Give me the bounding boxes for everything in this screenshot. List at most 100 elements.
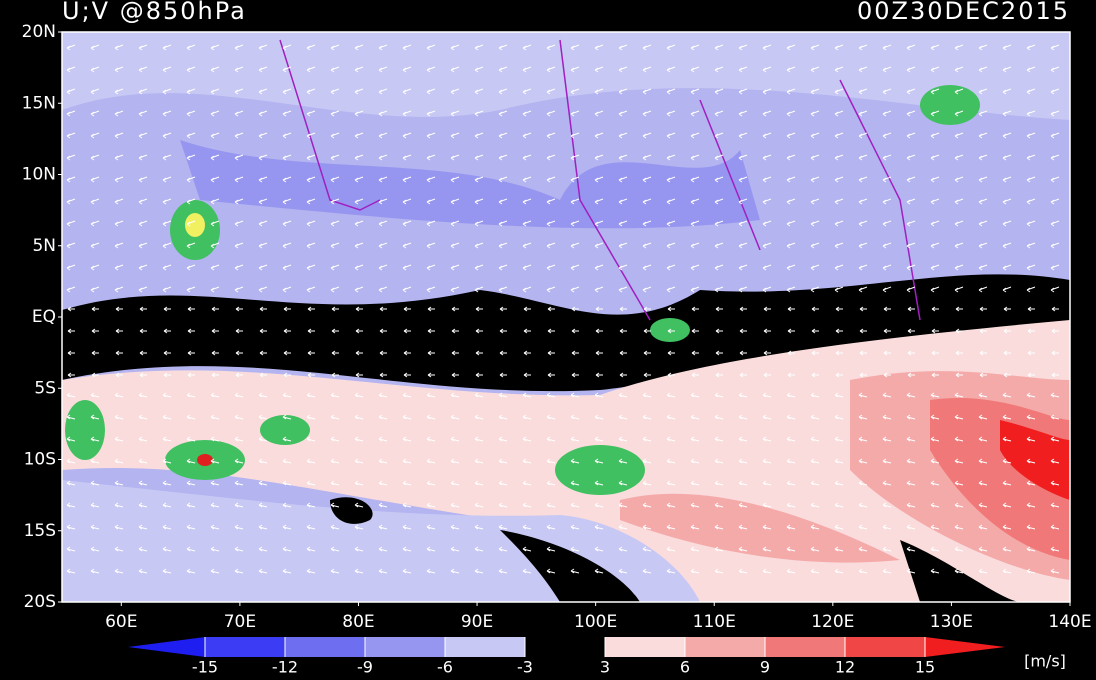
wind-arrow [738,392,748,398]
wind-arrow [282,88,292,95]
wind-arrow [618,132,628,139]
wind-arrow [283,372,291,378]
wind-arrow [474,198,484,205]
wind-arrow [475,372,483,378]
wind-arrow [786,198,796,205]
wind-arrow [930,546,940,552]
wind-arrow [522,436,532,442]
wind-arrow [714,154,724,161]
wind-arrow [91,328,99,334]
wind-arrow [450,458,460,464]
wind-arrow [522,286,532,293]
wind-arrow [210,414,220,420]
wind-arrow [234,414,244,420]
wind-arrow [691,328,699,334]
wind-arrow [426,176,436,183]
wind-arrow [114,436,124,442]
wind-arrow [738,242,748,249]
wind-arrow [570,242,580,249]
wind-arrow [978,286,988,293]
wind-arrow [1050,44,1060,51]
wind-arrow [211,306,219,312]
wind-arrow [114,242,124,249]
wind-arrow [931,328,939,334]
wind-arrow [234,524,244,530]
wind-arrow [1002,286,1012,293]
wind-arrow [426,154,436,161]
wind-arrow [1050,458,1060,464]
wind-arrow [810,480,820,486]
wind-arrow [451,372,459,378]
wind-arrow [67,306,75,312]
wind-arrow [114,154,124,161]
wind-arrow [330,568,340,574]
wind-arrow [234,502,244,508]
wind-arrow [738,44,748,51]
wind-arrow [594,198,604,205]
wind-arrow [882,480,892,486]
wind-arrow [402,480,412,486]
lon-label: 120E [811,612,854,632]
wind-arrow [642,44,652,51]
wind-arrow [258,66,268,73]
wind-arrow [642,154,652,161]
wind-arrow [738,198,748,205]
wind-arrow [834,458,844,464]
wind-arrow [258,480,268,486]
wind-arrow [930,286,940,293]
wind-arrow [859,306,867,312]
wind-arrow [1002,524,1012,530]
wind-arrow [978,524,988,530]
wind-arrow [523,328,531,334]
wind-arrow [234,110,244,117]
wind-arrow [594,66,604,73]
wind-arrow [858,524,868,530]
wind-arrow [450,44,460,51]
wind-arrow [522,88,532,95]
wind-arrow [522,154,532,161]
wind-arrow [882,176,892,183]
wind-arrow [714,176,724,183]
wind-arrow [667,350,675,356]
wind-arrow [546,198,556,205]
wind-arrow [210,480,220,486]
wind-arrow [882,524,892,530]
wind-arrow [162,436,172,442]
wind-arrow [259,306,267,312]
wind-arrow [979,328,987,334]
wind-arrow [546,88,556,95]
wind-arrow [498,264,508,271]
wind-arrow [835,372,843,378]
wind-arrow [66,546,76,552]
wind-arrow [378,132,388,139]
wind-arrow [258,568,268,574]
precip-cell [197,454,213,466]
wind-arrow [954,414,964,420]
wind-arrow [859,328,867,334]
wind-arrow [522,44,532,51]
wind-arrow [858,458,868,464]
wind-arrow [954,242,964,249]
wind-arrow [1002,44,1012,51]
coastline [279,39,921,321]
wind-arrow [834,110,844,117]
wind-arrow [594,44,604,51]
wind-arrow [571,306,579,312]
wind-arrow [714,242,724,249]
wind-arrow [930,458,940,464]
wind-arrow [426,66,436,73]
wind-arrow [138,414,148,420]
wind-arrow [450,286,460,293]
wind-arrow [834,88,844,95]
wind-arrow [763,350,771,356]
wind-arrow [546,44,556,51]
wind-arrow [594,154,604,161]
wind-arrow [546,524,556,530]
wind-arrow [930,242,940,249]
wind-arrow [546,414,556,420]
wind-arrow [402,176,412,183]
wind-arrow [162,66,172,73]
wind-arrow [66,568,76,574]
wind-arrow [306,568,316,574]
wind-arrow [355,350,363,356]
